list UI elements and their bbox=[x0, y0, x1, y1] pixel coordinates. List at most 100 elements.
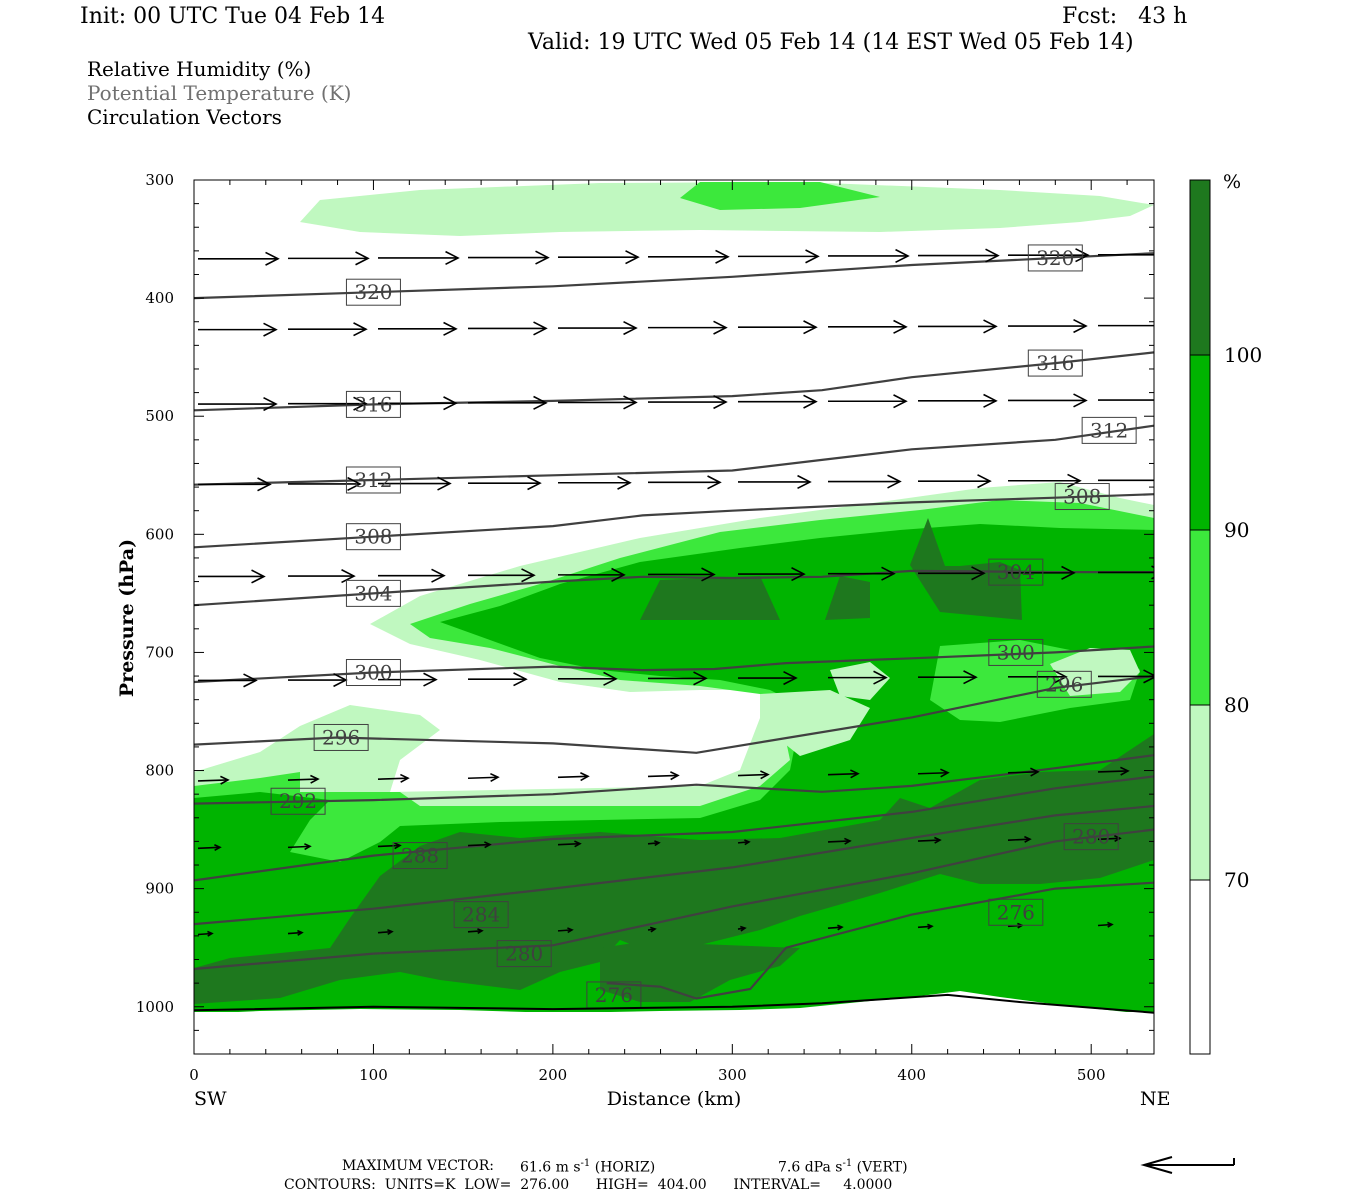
wind-vector bbox=[1097, 923, 1113, 927]
colorbar-level-label: 70 bbox=[1224, 868, 1249, 892]
theta-label-box bbox=[345, 278, 401, 306]
max-vert-value: 7.6 dPa s-1 (VERT) bbox=[778, 1158, 908, 1176]
wind-vector-head bbox=[797, 474, 812, 490]
theta-label-276: 276 bbox=[595, 983, 633, 1007]
wind-vector-head bbox=[693, 671, 708, 686]
wind-vector-head bbox=[977, 474, 992, 489]
theta-label-box bbox=[270, 787, 326, 815]
wind-vector bbox=[1097, 770, 1129, 773]
wind-vector-head bbox=[580, 772, 590, 782]
x-tick-label: 0 bbox=[189, 1066, 199, 1084]
wind-vector bbox=[1097, 837, 1121, 841]
wind-vector-head bbox=[257, 477, 272, 492]
contour-info-label: CONTOURS: UNITS=K LOW= 276.00 HIGH= 404.… bbox=[284, 1177, 893, 1193]
wind-vector-head bbox=[265, 251, 280, 266]
wind-vector-head bbox=[1120, 766, 1130, 776]
wind-vector-head bbox=[535, 250, 550, 265]
y-tick-label: 500 bbox=[145, 407, 174, 425]
theta-label-284: 284 bbox=[462, 903, 500, 927]
y-tick-label: 900 bbox=[145, 880, 174, 898]
theta-label-box bbox=[1027, 244, 1083, 272]
theta-label-300: 300 bbox=[354, 661, 392, 685]
wind-vector bbox=[647, 774, 679, 778]
theta-contour-276 bbox=[606, 881, 1154, 1000]
wind-vector-head bbox=[654, 840, 661, 847]
wind-vector-head bbox=[893, 319, 908, 334]
horiz-tag: (HORIZ) bbox=[594, 1159, 656, 1176]
theta-label-316: 316 bbox=[1036, 351, 1074, 375]
wind-vector-head bbox=[760, 770, 770, 780]
theta-label-312: 312 bbox=[1090, 418, 1128, 442]
wind-vector bbox=[557, 929, 573, 932]
colorbar-level-label: 90 bbox=[1224, 518, 1249, 542]
rh-80-band bbox=[680, 182, 880, 210]
x-tick-label: 400 bbox=[897, 1066, 926, 1084]
theta-label-box bbox=[988, 638, 1044, 666]
colorbar-segment bbox=[1189, 354, 1211, 531]
init-time-label: Init: 00 UTC Tue 04 Feb 14 bbox=[80, 4, 386, 29]
theta-contour-320 bbox=[194, 252, 1154, 300]
colorbar-segment bbox=[1189, 529, 1211, 706]
x-tick-label: 300 bbox=[718, 1066, 747, 1084]
theta-label-312: 312 bbox=[354, 468, 392, 492]
wind-vector-head bbox=[934, 836, 942, 844]
wind-vector-head bbox=[353, 396, 368, 411]
theta-label-320: 320 bbox=[354, 280, 392, 304]
wind-vector-head bbox=[310, 774, 320, 784]
wind-vector bbox=[1007, 771, 1039, 774]
wind-vector-head bbox=[701, 567, 716, 582]
theta-label-280: 280 bbox=[1072, 825, 1110, 849]
wind-vector-head bbox=[477, 928, 484, 935]
theta-label-276: 276 bbox=[997, 900, 1035, 924]
max-horiz-value: 61.6 m s-1 (HORIZ) bbox=[520, 1158, 655, 1176]
wind-vector-head bbox=[431, 568, 446, 583]
wind-vector-head bbox=[387, 929, 394, 935]
theta-label-296: 296 bbox=[1045, 672, 1083, 696]
wind-vector-head bbox=[355, 251, 370, 266]
x-tick-label: 500 bbox=[1077, 1066, 1106, 1084]
wind-vector-head bbox=[603, 671, 618, 686]
theta-label-box bbox=[392, 842, 448, 870]
wind-vector-head bbox=[207, 930, 214, 937]
wind-vector-head bbox=[611, 567, 626, 582]
wind-vector-head bbox=[850, 769, 860, 779]
wind-vector bbox=[197, 846, 221, 850]
theta-contour-296 bbox=[194, 675, 1154, 754]
wind-vector-head bbox=[715, 249, 730, 264]
wind-vector-head bbox=[713, 320, 728, 335]
theta-label-box bbox=[345, 390, 401, 418]
wind-vector-head bbox=[650, 926, 657, 933]
colorbar-segment bbox=[1189, 179, 1211, 356]
wind-vector-head bbox=[1114, 834, 1122, 843]
wind-vector bbox=[1007, 838, 1031, 841]
wind-vector-head bbox=[513, 672, 528, 687]
wind-vector-head bbox=[353, 322, 368, 337]
colorbar-level-label: 80 bbox=[1224, 693, 1249, 717]
vert-exponent: -1 bbox=[842, 1158, 853, 1169]
legend-circulation-vectors: Circulation Vectors bbox=[87, 105, 282, 129]
wind-vector-head bbox=[940, 768, 950, 778]
wind-vector-head bbox=[1067, 473, 1082, 488]
wind-vector bbox=[737, 841, 750, 844]
theta-label-316: 316 bbox=[354, 392, 392, 416]
wind-vector-head bbox=[887, 474, 902, 489]
wind-vector-head bbox=[443, 321, 458, 336]
wind-vector-head bbox=[971, 566, 986, 581]
wind-vector bbox=[917, 771, 949, 775]
theta-contour-280 bbox=[194, 828, 1154, 971]
wind-vector bbox=[287, 931, 303, 935]
wind-vector-head bbox=[623, 320, 638, 336]
wind-vector-head bbox=[983, 393, 998, 408]
wind-vector-head bbox=[1024, 835, 1032, 843]
wind-vector bbox=[287, 778, 319, 781]
x-left-direction-label: SW bbox=[194, 1088, 227, 1110]
colorbar-segment bbox=[1189, 879, 1211, 1055]
reference-vector-arrow bbox=[1140, 1156, 1235, 1174]
wind-vector-head bbox=[533, 321, 548, 336]
theta-label-box bbox=[1054, 483, 1110, 511]
wind-vector-head bbox=[490, 772, 500, 783]
theta-label-280: 280 bbox=[505, 942, 543, 966]
theta-label-288: 288 bbox=[401, 844, 439, 868]
wind-vector bbox=[557, 842, 581, 846]
